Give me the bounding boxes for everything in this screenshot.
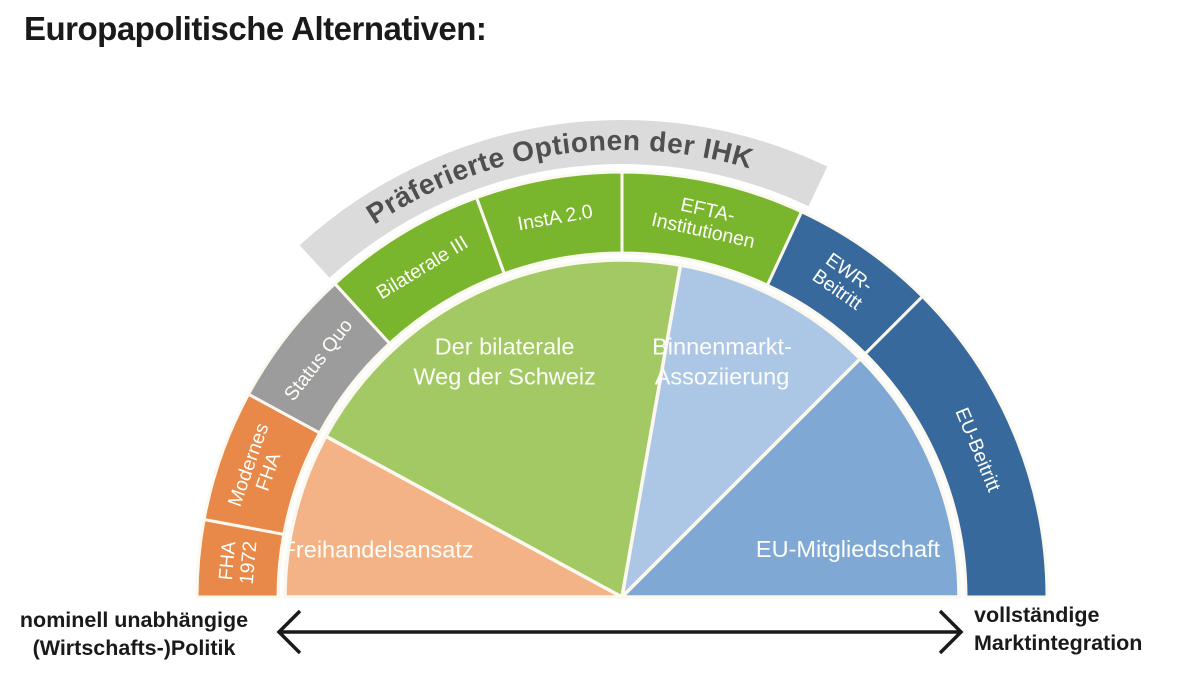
axis-arrow-left-head	[276, 609, 302, 655]
ring-segment-label-fha-1972: FHA1972	[215, 538, 262, 585]
sector-bilateraler-weg	[324, 258, 683, 599]
axis-arrow	[276, 609, 964, 655]
preferred-options-band	[299, 119, 828, 278]
sector-label-eu-mitgliedschaft: EU-Mitgliedschaft	[756, 536, 941, 562]
sector-freihandelsansatz	[283, 434, 624, 599]
sector-label-bilateraler-weg: Der bilaterale Weg der Schweiz	[413, 334, 595, 390]
axis-label-right: vollständige Marktintegration	[974, 603, 1143, 655]
ring-segment-eu-beitritt	[863, 294, 1049, 599]
page-title: Europapolitische Alternativen:	[24, 10, 487, 47]
sector-binnenmarkt-assoziierung	[620, 263, 863, 599]
sector-label-binnenmarkt-assoziierung: Binnenmarkt-Assoziierung	[652, 333, 792, 389]
axis-label-left: nominell unabhängige (Wirtschafts-)Polit…	[19, 608, 249, 660]
sector-label-freihandelsansatz: Freihandelsansatz	[282, 537, 474, 563]
axis-arrow-right-head	[938, 609, 964, 655]
sector-eu-mitgliedschaft	[620, 356, 961, 599]
